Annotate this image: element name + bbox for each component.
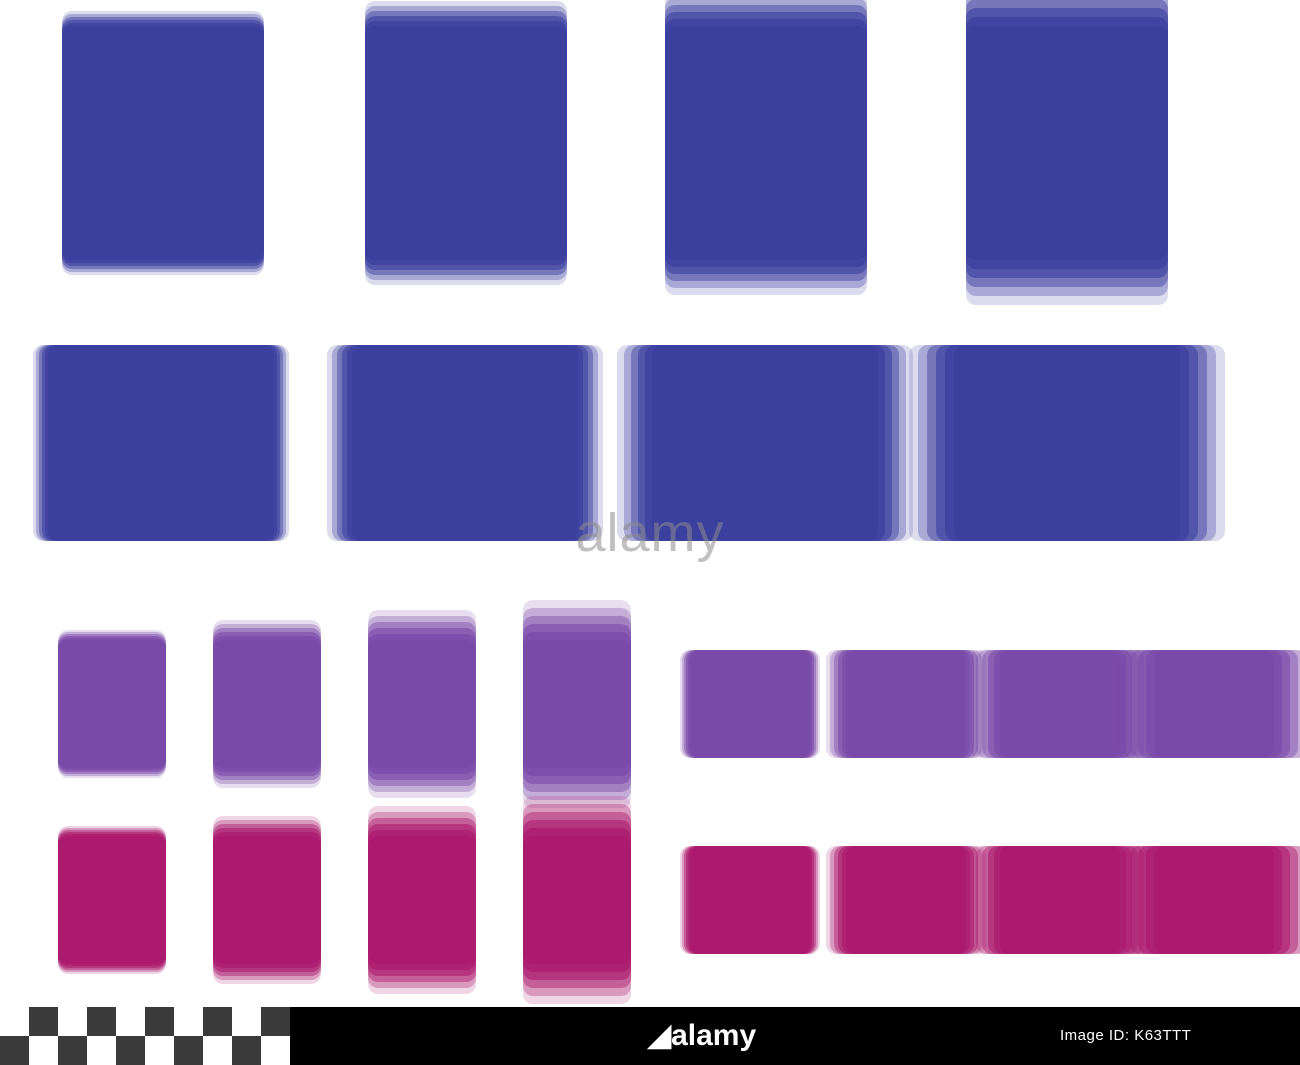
swatch bbox=[368, 806, 476, 994]
swatch bbox=[58, 826, 166, 974]
swatch bbox=[826, 650, 986, 758]
swatch bbox=[966, 0, 1168, 305]
swatch bbox=[680, 650, 820, 758]
figure-canvas bbox=[0, 0, 1300, 1065]
swatch bbox=[1114, 846, 1300, 954]
alamy-logo-mark: ◢ bbox=[648, 1007, 671, 1065]
swatch bbox=[523, 796, 631, 1004]
swatch bbox=[33, 345, 289, 541]
swatch bbox=[58, 630, 166, 778]
swatch bbox=[213, 620, 321, 788]
footer-bar: ◢alamy Image ID: K63TTT bbox=[0, 1007, 1300, 1065]
swatch bbox=[523, 600, 631, 808]
swatch bbox=[327, 345, 603, 541]
swatch bbox=[365, 1, 567, 285]
swatch bbox=[213, 816, 321, 984]
swatch bbox=[368, 610, 476, 798]
swatch bbox=[665, 0, 867, 295]
checker-pattern bbox=[0, 1007, 290, 1065]
alamy-logo: ◢alamy bbox=[648, 1007, 756, 1065]
alamy-logo-text: alamy bbox=[671, 1019, 756, 1052]
swatch bbox=[617, 345, 913, 541]
swatch bbox=[1114, 650, 1300, 758]
swatch bbox=[826, 846, 986, 954]
image-id-label: Image ID: K63TTT bbox=[1060, 1007, 1191, 1065]
swatch bbox=[680, 846, 820, 954]
swatch bbox=[909, 345, 1225, 541]
swatch bbox=[62, 11, 264, 275]
